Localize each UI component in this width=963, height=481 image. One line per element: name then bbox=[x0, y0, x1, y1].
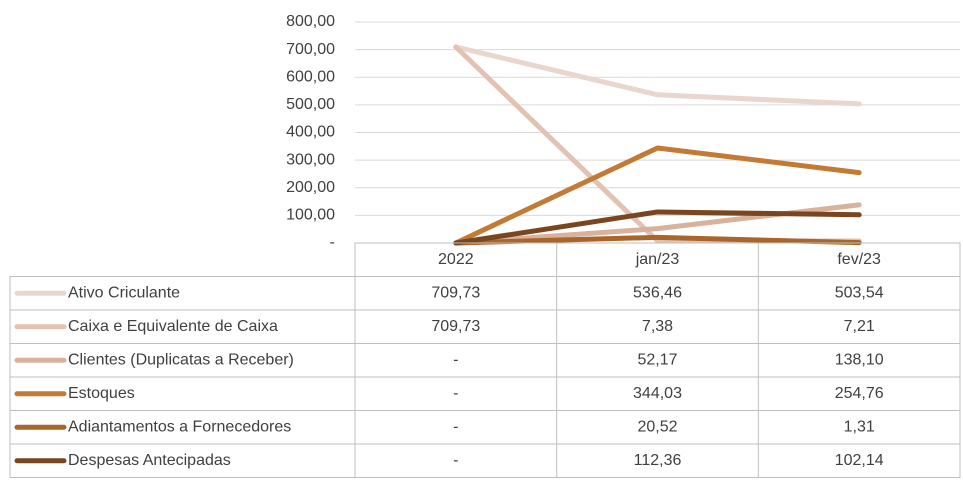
series-line bbox=[453, 145, 862, 246]
y-tick-label: 300,00 bbox=[286, 151, 335, 168]
y-tick-label: 800,00 bbox=[286, 13, 335, 30]
legend-label: Caixa e Equivalente de Caixa bbox=[68, 318, 278, 335]
legend-label: Estoques bbox=[68, 385, 135, 402]
table-value: 254,76 bbox=[835, 385, 884, 402]
y-tick-label: 200,00 bbox=[286, 179, 335, 196]
table-value: 536,46 bbox=[633, 284, 682, 301]
table-value: 503,54 bbox=[835, 284, 884, 301]
y-tick-label: 700,00 bbox=[286, 41, 335, 58]
table-value: - bbox=[453, 452, 458, 469]
legend-label: Adiantamentos a Fornecedores bbox=[68, 418, 291, 435]
series-line bbox=[453, 44, 862, 107]
legend-label: Ativo Criculante bbox=[68, 284, 180, 301]
y-tick-label: 400,00 bbox=[286, 124, 335, 141]
table-value: - bbox=[453, 351, 458, 368]
table-value: 52,17 bbox=[637, 351, 677, 368]
table-value: 344,03 bbox=[633, 385, 682, 402]
table-value: - bbox=[453, 418, 458, 435]
y-tick-label: - bbox=[330, 234, 335, 251]
x-tick-label: fev/23 bbox=[837, 251, 881, 268]
table-value: 7,21 bbox=[844, 318, 875, 335]
table-value: 709,73 bbox=[431, 284, 480, 301]
table-value: 112,36 bbox=[634, 452, 682, 469]
table-value: - bbox=[453, 385, 458, 402]
legend-label: Despesas Antecipadas bbox=[68, 452, 231, 469]
table-value: 1,31 bbox=[844, 418, 875, 435]
y-tick-label: 500,00 bbox=[286, 96, 335, 113]
series-line bbox=[453, 209, 862, 246]
x-tick-label: 2022 bbox=[438, 251, 474, 268]
x-tick-label: jan/23 bbox=[635, 251, 680, 268]
table-row bbox=[9, 443, 961, 478]
legend-label: Clientes (Duplicatas a Receber) bbox=[68, 351, 294, 368]
table-value: 102,14 bbox=[835, 452, 884, 469]
y-tick-label: 600,00 bbox=[286, 68, 335, 85]
table-value: 7,38 bbox=[642, 318, 673, 335]
table-value: 709,73 bbox=[431, 318, 480, 335]
series-line bbox=[453, 234, 862, 246]
table-row bbox=[9, 376, 961, 411]
table-value: 20,52 bbox=[637, 418, 677, 435]
y-tick-label: 100,00 bbox=[286, 207, 335, 224]
table-value: 138,10 bbox=[835, 351, 884, 368]
